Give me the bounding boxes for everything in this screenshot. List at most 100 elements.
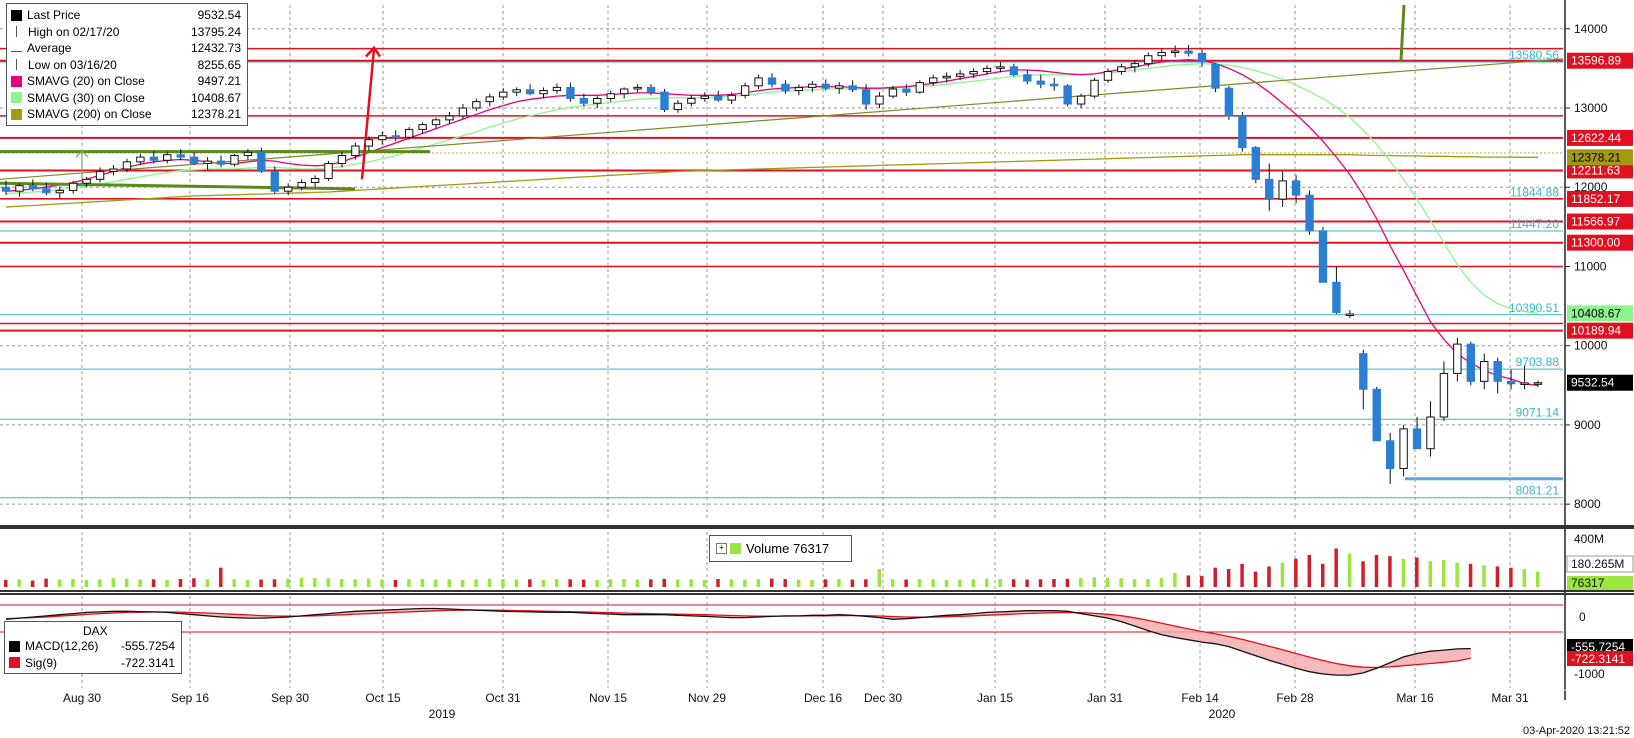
candle-body [499,91,508,98]
candle-body [109,168,118,172]
level-badge [1567,129,1633,146]
candle-body [606,93,615,99]
x-tick-label: Oct 31 [485,691,521,705]
volume-bar [770,578,774,587]
volume-bar [810,579,814,587]
candle-body [646,86,656,93]
level-badge [1567,52,1633,69]
volume-bar [393,579,398,587]
volume-bar [151,579,156,587]
volume-bar [783,579,787,587]
candle-body [1130,63,1140,68]
legend-item: SMAVG (20) on Close 9497.21 [11,73,247,90]
macd-tick-label: -1000 [1574,667,1605,681]
consolidation-bottom-line [0,181,356,191]
volume-last-badge-text: 76317 [1571,576,1605,590]
volume-bar [71,579,75,587]
x-tick-label: Feb 28 [1276,691,1314,705]
candle-body [230,155,239,165]
volume-bar [756,579,761,587]
candle-body [404,128,414,138]
price-pane [0,4,1564,484]
x-tick-label: Sep 30 [271,691,309,705]
price-tick-label: 10000 [1574,339,1608,353]
candle-body [28,185,38,190]
candle-body [163,154,172,161]
volume-bar [380,579,384,587]
macd-badge [1567,651,1633,666]
candle-body [1157,52,1166,57]
candle-body [848,85,857,91]
volume-bar [1361,561,1365,587]
candle-body [1211,63,1220,89]
expand-icon[interactable]: + [716,543,727,554]
volume-bar [124,578,129,587]
volume-bar [958,579,962,587]
level-badge [1567,162,1633,179]
x-tick-label: Nov 29 [688,691,726,705]
candle-body [1,186,11,192]
volume-bar [178,579,183,587]
candle-body [781,83,790,92]
volume-bar [837,579,841,587]
candle-body [955,73,965,77]
volume-bar [1025,579,1029,587]
level-badge [1567,190,1633,207]
candle-body [472,101,481,109]
volume-bar [649,579,653,587]
target-arrow-head [365,45,382,58]
volume-bar [1105,577,1110,587]
volume-bar [1146,579,1150,587]
candle-body [1520,382,1529,385]
macd-legend-item: MACD(12,26) -555.7254 [9,638,181,655]
volume-bar [985,578,989,587]
axis-badge [1567,374,1633,391]
legend-label: High on 02/17/20 [28,24,120,39]
candle-body [942,75,951,79]
volume-bar [44,578,48,587]
volume-bar [554,579,559,587]
volume-bar [205,579,210,587]
candle-body [189,156,199,164]
volume-bar [931,579,935,587]
macd-legend-item: Sig(9) -722.3141 [9,655,181,672]
volume-bar [1240,563,1244,587]
candle-body [1197,52,1207,63]
legend-label: Sig(9) [25,655,58,670]
candle-body [539,90,548,95]
candle-body [619,88,629,95]
candle-body [122,161,132,170]
volume-badge-text: 180.265M [1571,557,1624,571]
legend-item: Low on 03/16/20 8255.65 [11,57,247,74]
axis-badge-text: 9532.54 [1571,376,1615,390]
volume-bar [944,579,949,587]
volume-bar [1320,563,1325,587]
volume-bar [595,579,599,587]
legend-value: 12432.73 [190,41,241,56]
volume-bar [743,579,747,587]
fib-label: 9703.88 [1516,355,1560,369]
volume-bar [1280,562,1285,587]
volume-bar [971,579,976,587]
candle-body [257,151,266,172]
price-level-lines: 13580.5611844.8811447.2010390.519703.889… [0,47,1563,499]
candle-body [794,86,804,92]
legend-swatch [9,657,20,669]
candle-body [55,189,64,194]
candle-body [687,97,696,104]
candle-body [1224,87,1234,117]
volume-bar [716,579,720,587]
candle-body [1305,194,1314,232]
legend-value: 12378.21 [190,107,241,122]
volume-bar [1401,558,1406,587]
volume-bar [259,579,263,587]
candle-body [1332,281,1341,313]
fib-label: 11844.88 [1510,186,1559,200]
candle-body [270,170,279,192]
candle-body [1170,50,1180,54]
level-badge [1567,213,1633,230]
candle-body [445,115,454,121]
volume-bar [1092,577,1097,587]
legend-swatch [11,9,22,21]
legend-swatch [11,108,22,120]
